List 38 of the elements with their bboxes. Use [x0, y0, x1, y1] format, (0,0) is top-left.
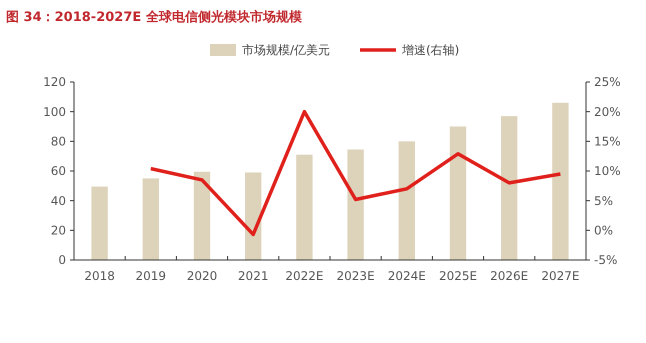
y-tick-label: 40: [50, 194, 66, 208]
bar: [245, 172, 262, 260]
x-tick-label: 2020: [186, 269, 218, 283]
bar: [194, 172, 210, 260]
bar: [450, 126, 466, 260]
bar: [296, 154, 313, 260]
y-tick-label: 100: [43, 104, 66, 119]
x-tick-label: 2027E: [541, 269, 580, 283]
y-tick-label: 80: [50, 134, 66, 149]
y-tick-label: 0: [58, 253, 66, 268]
x-tick-label: 2023E: [336, 269, 375, 283]
y2-tick-label: 10%: [594, 164, 621, 178]
y-tick-label: 20: [50, 224, 66, 238]
bar: [91, 186, 108, 260]
x-tick-label: 2021: [238, 269, 268, 283]
chart-title: 图 34：2018-2027E 全球电信侧光模块市场规模: [6, 9, 302, 25]
legend-label: 市场规模/亿美元: [242, 43, 330, 58]
bar: [501, 116, 518, 260]
bar: [347, 149, 364, 260]
y2-tick-label: 25%: [594, 75, 621, 90]
y-tick-label: 60: [50, 164, 66, 178]
y2-tick-label: 5%: [594, 194, 614, 208]
line-series: [149, 110, 562, 236]
y-tick-label: 120: [43, 75, 66, 90]
bar: [552, 102, 569, 260]
legend-label: 增速(右轴): [401, 43, 460, 58]
y2-tick-label: 0%: [594, 224, 614, 238]
x-tick-label: 2025E: [438, 269, 478, 283]
x-tick-label: 2024E: [388, 269, 426, 283]
x-tick-label: 2022E: [285, 269, 324, 283]
x-tick-label: 2018: [84, 269, 115, 283]
y2-tick-label: -5%: [594, 253, 618, 268]
x-tick-label: 2019: [136, 269, 166, 283]
bar: [142, 178, 159, 260]
x-tick-label: 2026E: [490, 269, 528, 283]
bar: [398, 141, 415, 260]
y2-tick-label: 15%: [594, 134, 621, 149]
y2-tick-label: 20%: [594, 104, 621, 119]
